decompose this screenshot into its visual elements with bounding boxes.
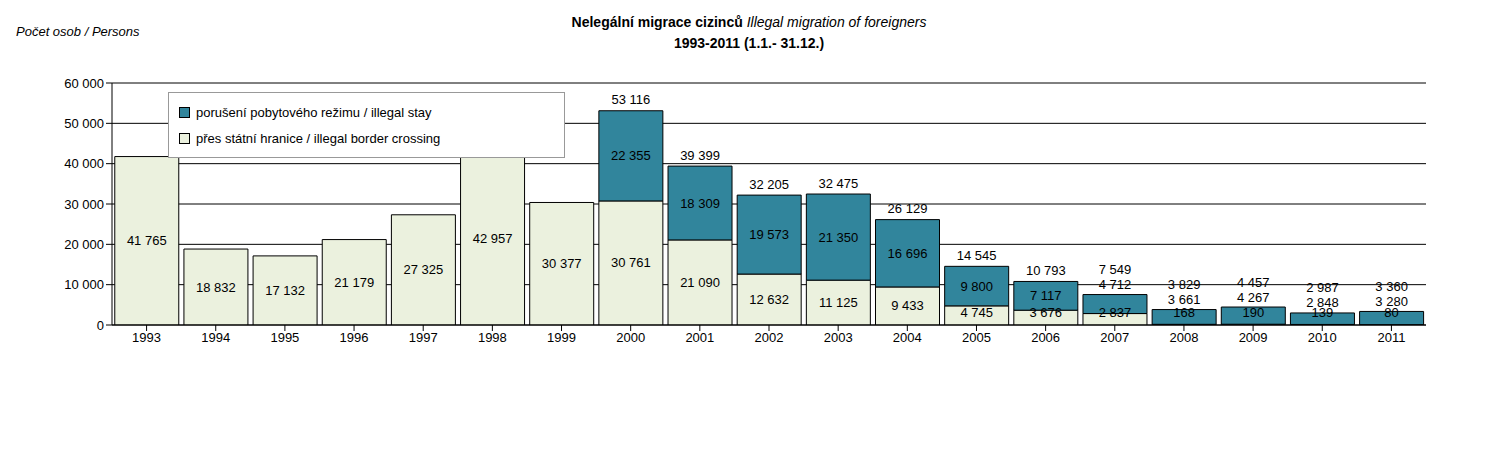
svg-text:0: 0 — [97, 318, 104, 333]
svg-text:2 987: 2 987 — [1306, 280, 1339, 295]
svg-text:4 267: 4 267 — [1237, 290, 1270, 305]
html-text:Počet osob / Persons: Počet osob / Persons — [16, 24, 140, 39]
svg-text:42 957: 42 957 — [473, 231, 513, 246]
svg-text:2 848: 2 848 — [1306, 295, 1339, 310]
svg-text:19 573: 19 573 — [749, 227, 789, 242]
svg-text:1998: 1998 — [478, 330, 507, 345]
svg-text:10 000: 10 000 — [64, 277, 104, 292]
svg-text:1997: 1997 — [409, 330, 438, 345]
svg-text:1999: 1999 — [547, 330, 576, 345]
svg-text:190: 190 — [1242, 305, 1264, 320]
svg-text:7 117: 7 117 — [1030, 288, 1062, 303]
svg-text:16 696: 16 696 — [888, 246, 928, 261]
html-text:1993-2011 (1.1.- 31.12.): 1993-2011 (1.1.- 31.12.) — [673, 35, 825, 51]
svg-text:9 433: 9 433 — [891, 298, 924, 313]
html-text:Nelegální migrace cizinců Ille: Nelegální migrace cizinců Illegal migrat… — [571, 14, 927, 30]
svg-text:53 116: 53 116 — [611, 92, 650, 107]
svg-text:1995: 1995 — [270, 330, 299, 345]
svg-text:4 457: 4 457 — [1237, 275, 1270, 290]
svg-text:21 090: 21 090 — [680, 275, 720, 290]
svg-text:32 205: 32 205 — [749, 177, 789, 192]
svg-text:4 712: 4 712 — [1099, 277, 1132, 292]
svg-text:2 837: 2 837 — [1099, 305, 1132, 320]
svg-text:1994: 1994 — [201, 330, 230, 345]
svg-text:2008: 2008 — [1169, 330, 1198, 345]
svg-text:80: 80 — [1384, 304, 1399, 320]
svg-text:12 632: 12 632 — [749, 292, 789, 307]
svg-text:1993: 1993 — [132, 330, 161, 345]
svg-text:14 545: 14 545 — [957, 248, 997, 263]
svg-text:21 179: 21 179 — [334, 275, 374, 290]
svg-text:30 761: 30 761 — [611, 255, 651, 270]
svg-text:139: 139 — [1311, 304, 1334, 320]
html-text:přes státní hranice / illegal: přes státní hranice / illegal border cro… — [196, 130, 441, 146]
svg-text:2010: 2010 — [1308, 330, 1337, 345]
svg-text:40 000: 40 000 — [64, 156, 104, 171]
svg-text:2011: 2011 — [1377, 330, 1405, 345]
svg-text:1996: 1996 — [340, 330, 369, 345]
svg-text:18 309: 18 309 — [680, 196, 720, 211]
svg-text:39 399: 39 399 — [680, 148, 720, 163]
svg-text:3 676: 3 676 — [1030, 305, 1063, 320]
svg-text:2007: 2007 — [1100, 330, 1129, 345]
svg-text:30 377: 30 377 — [542, 256, 582, 271]
svg-text:22 355: 22 355 — [611, 148, 651, 163]
html-text:porušení pobytového režimu / i: porušení pobytového režimu / illegal sta… — [196, 104, 432, 120]
svg-text:3 280: 3 280 — [1375, 294, 1408, 309]
svg-text:60 000: 60 000 — [64, 76, 104, 91]
svg-text:26 129: 26 129 — [888, 201, 928, 216]
svg-text:50 000: 50 000 — [64, 116, 104, 131]
svg-text:2005: 2005 — [962, 330, 991, 345]
svg-text:9 800: 9 800 — [960, 279, 993, 294]
svg-text:27 325: 27 325 — [404, 262, 444, 277]
svg-text:168: 168 — [1173, 304, 1195, 320]
svg-text:2004: 2004 — [893, 330, 922, 345]
svg-text:32 475: 32 475 — [818, 176, 858, 191]
svg-text:20 000: 20 000 — [64, 237, 104, 252]
svg-text:2001: 2001 — [685, 330, 714, 345]
svg-text:3 360: 3 360 — [1375, 279, 1408, 294]
svg-text:2006: 2006 — [1031, 330, 1060, 345]
svg-text:2002: 2002 — [755, 330, 784, 345]
svg-text:17 132: 17 132 — [265, 283, 305, 298]
svg-text:2000: 2000 — [616, 330, 645, 345]
svg-text:10 793: 10 793 — [1026, 263, 1066, 278]
svg-text:7 549: 7 549 — [1099, 262, 1132, 277]
svg-text:18 832: 18 832 — [196, 280, 236, 295]
svg-text:4 745: 4 745 — [960, 305, 993, 320]
svg-text:3 829: 3 829 — [1168, 277, 1201, 292]
svg-text:11 125: 11 125 — [819, 295, 858, 310]
svg-text:2003: 2003 — [824, 330, 853, 345]
svg-text:3 661: 3 661 — [1168, 292, 1201, 307]
svg-text:2009: 2009 — [1239, 330, 1268, 345]
svg-text:30 000: 30 000 — [64, 197, 104, 212]
svg-text:21 350: 21 350 — [818, 230, 858, 245]
svg-text:41 765: 41 765 — [127, 233, 167, 248]
